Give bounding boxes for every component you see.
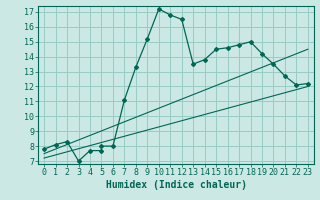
- X-axis label: Humidex (Indice chaleur): Humidex (Indice chaleur): [106, 180, 246, 190]
